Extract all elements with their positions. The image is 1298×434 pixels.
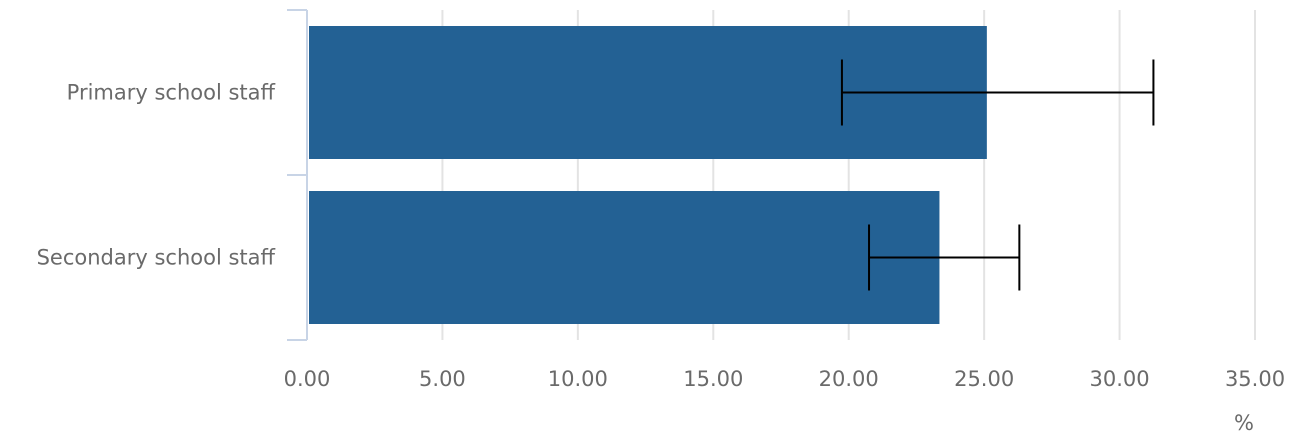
category-label: Primary school staff: [67, 81, 276, 105]
bar: [309, 191, 940, 324]
x-axis: 0.00 5.00 10.00 15.00 20.00 25.00 30.00 35.00: [284, 367, 1285, 391]
x-tick-label: 5.00: [419, 367, 466, 391]
x-tick-label: 30.00: [1090, 367, 1150, 391]
x-tick-label: 20.00: [819, 367, 879, 391]
x-tick-label: 0.00: [284, 367, 331, 391]
x-axis-unit-label: %: [1234, 411, 1254, 434]
x-tick-label: 15.00: [683, 367, 743, 391]
bars: [309, 26, 987, 324]
category-label: Secondary school staff: [37, 246, 276, 270]
error-bars: [840, 59, 1155, 291]
y-axis: Primary school staff Secondary school sta…: [37, 9, 308, 341]
x-tick-label: 25.00: [954, 367, 1014, 391]
x-tick-label: 10.00: [548, 367, 608, 391]
x-tick-label: 35.00: [1225, 367, 1285, 391]
